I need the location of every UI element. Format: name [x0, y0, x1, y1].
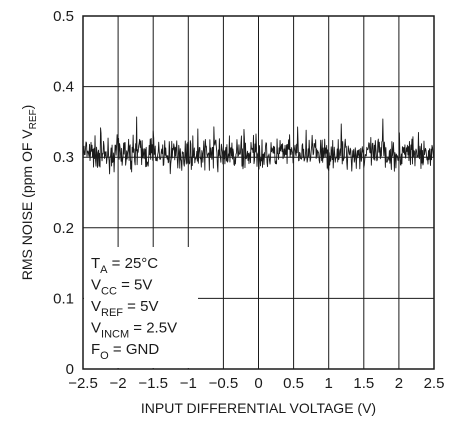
x-tick-labels: −2.5 −2 −1.5 −1 −0.5 0 0.5 1 1.5 2 2.5 [68, 375, 444, 392]
y-tick-label-4: 0.4 [53, 79, 74, 96]
y-tick-label-1: 0.1 [53, 290, 74, 307]
x-tick-label-2: −1.5 [138, 375, 168, 392]
x-tick-label-9: 2 [395, 375, 403, 392]
x-tick-label-6: 0.5 [283, 375, 304, 392]
condition-line-3: VINCM = 2.5V [91, 320, 177, 341]
x-tick-label-7: 1 [325, 375, 333, 392]
conditions-background [84, 247, 198, 368]
plot-frame [82, 15, 435, 370]
condition-line-1: VCC = 5V [91, 277, 152, 298]
x-tick-label-10: 2.5 [424, 375, 445, 392]
x-axis-label: INPUT DIFFERENTIAL VOLTAGE (V) [141, 400, 376, 416]
y-tick-label-2: 0.2 [53, 220, 74, 237]
y-tick-label-3: 0.3 [53, 149, 74, 166]
condition-line-4: FO = GND [91, 341, 159, 362]
x-tick-label-3: −1 [180, 375, 197, 392]
y-tick-labels: 0 0.1 0.2 0.3 0.4 0.5 [53, 8, 74, 378]
x-tick-label-5: 0 [254, 375, 262, 392]
x-tick-label-8: 1.5 [353, 375, 374, 392]
noise-series [82, 116, 435, 175]
x-tick-label-0: −2.5 [68, 375, 98, 392]
x-tick-label-4: −0.5 [209, 375, 239, 392]
y-axis-label: RMS NOISE (ppm OF VREF) [19, 105, 39, 281]
condition-line-0: TA = 25°C [91, 255, 158, 276]
y-tick-label-0: 0 [66, 361, 74, 378]
x-tick-label-1: −2 [110, 375, 127, 392]
condition-line-2: VREF = 5V [91, 298, 158, 319]
y-tick-label-5: 0.5 [53, 8, 74, 25]
noise-trace [82, 116, 435, 175]
